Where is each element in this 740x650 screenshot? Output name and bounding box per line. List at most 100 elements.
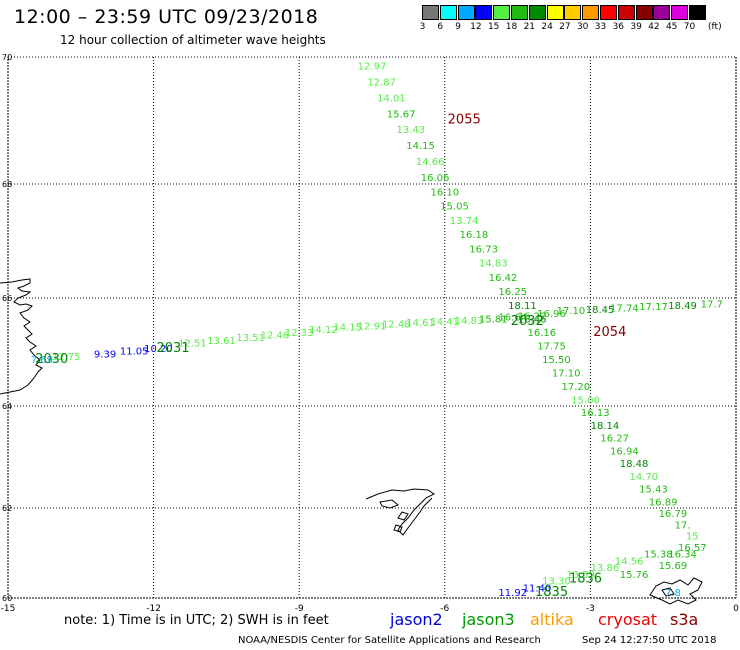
swh-value-label: 17.10 <box>557 306 586 317</box>
color-swatch-45 <box>671 5 689 20</box>
pass-time-label: 1835 <box>535 585 568 600</box>
lat-tick-label: 68 <box>2 180 12 189</box>
swh-value-label: 11.05 <box>120 347 149 358</box>
legend-altika: altika <box>530 610 574 629</box>
shetland-islands <box>649 577 703 605</box>
swh-value-label: 16.10 <box>430 187 459 198</box>
color-swatch-70 <box>689 5 706 20</box>
color-swatch-39 <box>635 5 653 20</box>
lon-tick-label: -9 <box>295 604 304 614</box>
lon-tick-label: -3 <box>586 604 595 614</box>
swh-value-label: 14.15 <box>333 322 362 333</box>
color-scale-label: 27 <box>559 22 571 32</box>
swh-value-label: 14.83 <box>455 316 484 327</box>
swh-value-label: 15.81 <box>479 314 508 325</box>
swh-value-label: 16.13 <box>581 408 610 419</box>
swh-value-label: 15.38 <box>644 550 673 561</box>
color-swatch-36 <box>617 5 635 20</box>
swh-value-label: 15.50 <box>542 355 571 366</box>
swh-value-label: 14.83 <box>479 259 508 270</box>
generation-timestamp: Sep 24 12:27:50 UTC 2018 <box>582 635 717 646</box>
swh-value-label: 13.61 <box>207 336 236 347</box>
color-swatch-6 <box>439 5 457 20</box>
pass-time-label: 2032 <box>511 314 544 329</box>
lat-tick-label: 62 <box>2 504 12 513</box>
lon-tick-label: -15 <box>1 604 16 614</box>
color-swatch-12 <box>475 5 493 20</box>
swh-value-label: 18.14 <box>591 421 620 432</box>
swh-value-label: 15.43 <box>639 485 668 496</box>
swh-value-label: 9.39 <box>94 349 116 360</box>
color-swatch-42 <box>653 5 671 20</box>
swh-value-label: 14.61 <box>406 318 435 329</box>
color-swatch-33 <box>600 5 617 20</box>
swh-value-label: 16.16 <box>528 328 557 339</box>
swh-value-label: 12.75 <box>52 352 81 363</box>
color-swatch-21 <box>528 5 546 20</box>
swh-value-label: 18.46 <box>518 314 547 325</box>
swh-value-label: 16.27 <box>600 434 629 445</box>
color-swatch-24 <box>546 5 564 20</box>
lon-tick-label: -6 <box>440 604 449 614</box>
swh-value-label: 7.8 <box>665 588 681 599</box>
swh-value-label: 12.97 <box>358 62 387 73</box>
lat-tick-label: 70 <box>2 53 12 62</box>
color-scale-label: 24 <box>541 22 553 32</box>
swh-value-label: 14.15 <box>406 141 435 152</box>
color-scale-label: 45 <box>665 22 678 32</box>
color-scale-label: 18 <box>505 22 518 32</box>
swh-value-label: 17.20 <box>562 382 591 393</box>
color-scale-label: 21 <box>523 22 536 32</box>
swh-value-label: 13.43 <box>397 125 426 136</box>
legend-jason2: jason2 <box>390 610 443 629</box>
legend-jason3: jason3 <box>462 610 515 629</box>
swh-value-label: 15.67 <box>387 109 416 120</box>
swh-value-label: 18.48 <box>620 459 649 470</box>
swh-value-label: 15.05 <box>440 202 469 213</box>
legend-s3a: s3a <box>670 610 699 629</box>
pass-time-label: 2031 <box>156 341 189 356</box>
swh-value-label: 7.69 <box>31 355 53 366</box>
swh-value-label: 16.79 <box>659 509 688 520</box>
swh-value-label: 12.48 <box>382 320 411 331</box>
legend-cryosat: cryosat <box>598 610 658 629</box>
color-swatch-9 <box>457 5 475 20</box>
swh-value-label: 17.74 <box>610 304 639 315</box>
color-scale-label: 12 <box>470 22 482 32</box>
swh-value-label: 15.76 <box>620 570 649 581</box>
swh-value-label: 12.33 <box>285 328 314 339</box>
color-scale-label: 6 <box>437 22 444 32</box>
swh-value-label: 18.45 <box>586 305 615 316</box>
swh-value-label: 16.57 <box>678 543 707 554</box>
color-swatch-18 <box>511 5 528 20</box>
iceland-coast <box>0 278 43 395</box>
swh-value-label: 16.96 <box>537 309 566 320</box>
swh-value-label: 17.17 <box>639 302 668 313</box>
color-swatch-15 <box>493 5 511 20</box>
swh-value-label: 15.00 <box>571 395 600 406</box>
swh-value-label: 15.69 <box>659 561 688 572</box>
swh-value-label: 14.56 <box>615 556 644 567</box>
swh-value-label: 13.59 <box>566 570 595 581</box>
color-scale-label: 15 <box>487 22 500 32</box>
swh-value-label: 13.86 <box>591 563 620 574</box>
swh-value-label: 12.51 <box>178 339 207 350</box>
swh-value-label: 18.11 <box>508 301 537 312</box>
coastline-layer <box>0 278 703 605</box>
lon-tick-label: 0 <box>733 604 739 614</box>
pass-time-label: 2054 <box>593 325 626 340</box>
swh-value-label: 16.42 <box>489 273 518 284</box>
color-swatch-3 <box>422 5 439 20</box>
swh-value-label: 14.12 <box>309 325 338 336</box>
track-jason3-n: 12.97 12.87 14.01 15.67 13.43 14.15 14.66 16.06… <box>358 62 699 581</box>
color-scale-label: 9 <box>455 22 461 32</box>
swh-value-label: 17.10 <box>552 368 581 379</box>
color-scale-label: 3 <box>419 22 426 32</box>
lat-tick-label: 60 <box>2 594 12 603</box>
swh-value-label: 14.70 <box>629 472 658 483</box>
swh-value-label: 17. <box>675 520 691 531</box>
swh-value-label: 18.49 <box>668 301 697 312</box>
